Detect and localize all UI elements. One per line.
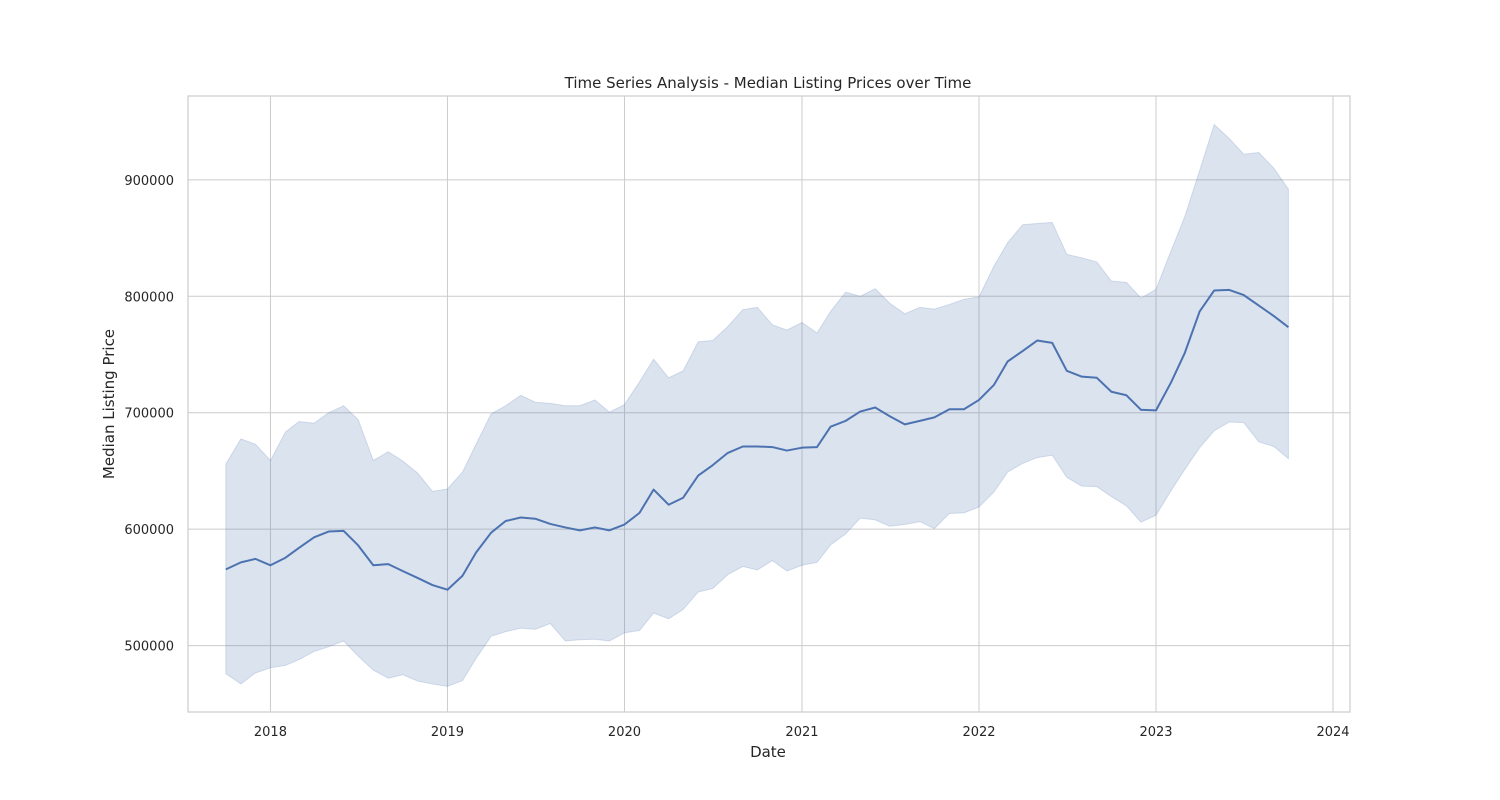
grid — [188, 96, 1350, 712]
y-axis-label: Median Listing Price — [100, 329, 118, 479]
y-tick-label: 900000 — [124, 174, 174, 189]
y-tick-label: 800000 — [124, 290, 174, 305]
x-tick-label: 2020 — [608, 725, 641, 740]
x-axis-label: Date — [750, 743, 786, 761]
y-tick-label: 700000 — [124, 407, 174, 422]
x-tick-label: 2023 — [1139, 725, 1172, 740]
x-tick-label: 2018 — [254, 725, 287, 740]
x-tick-label: 2024 — [1316, 725, 1349, 740]
y-tick-label: 600000 — [124, 523, 174, 538]
axes-frame — [187, 95, 1351, 713]
chart-title: Time Series Analysis - Median Listing Pr… — [564, 74, 972, 92]
y-tick-label: 500000 — [124, 640, 174, 655]
x-tick-label: 2019 — [431, 725, 464, 740]
series-line — [225, 288, 1290, 591]
x-axis-ticks: 2018 2019 2020 2021 2022 2023 2024 — [254, 725, 1350, 740]
x-tick-label: 2021 — [785, 725, 818, 740]
y-axis-ticks: 500000 600000 700000 800000 900000 — [124, 174, 174, 655]
x-tick-label: 2022 — [962, 725, 995, 740]
confidence-band — [225, 123, 1289, 687]
